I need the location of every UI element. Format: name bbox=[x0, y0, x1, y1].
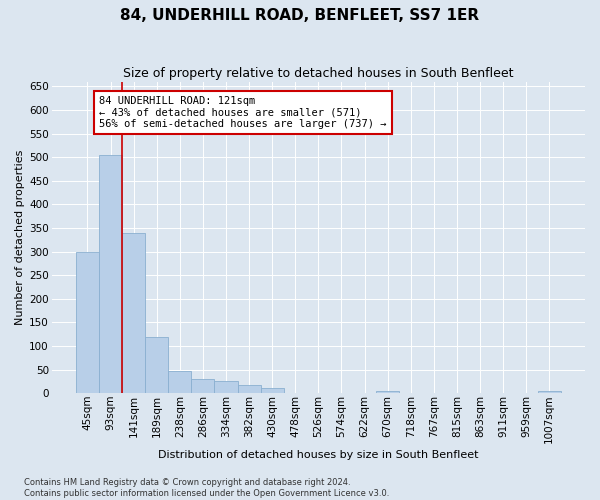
Bar bbox=[214, 382, 238, 393]
Text: 84 UNDERHILL ROAD: 121sqm
← 43% of detached houses are smaller (571)
56% of semi: 84 UNDERHILL ROAD: 121sqm ← 43% of detac… bbox=[99, 96, 386, 129]
X-axis label: Distribution of detached houses by size in South Benfleet: Distribution of detached houses by size … bbox=[158, 450, 479, 460]
Bar bbox=[76, 252, 99, 393]
Title: Size of property relative to detached houses in South Benfleet: Size of property relative to detached ho… bbox=[123, 68, 514, 80]
Text: 84, UNDERHILL ROAD, BENFLEET, SS7 1ER: 84, UNDERHILL ROAD, BENFLEET, SS7 1ER bbox=[121, 8, 479, 22]
Bar bbox=[168, 370, 191, 393]
Bar bbox=[538, 391, 561, 393]
Text: Contains HM Land Registry data © Crown copyright and database right 2024.
Contai: Contains HM Land Registry data © Crown c… bbox=[24, 478, 389, 498]
Bar bbox=[99, 155, 122, 393]
Bar bbox=[191, 379, 214, 393]
Bar bbox=[238, 384, 260, 393]
Bar bbox=[145, 336, 168, 393]
Bar bbox=[122, 232, 145, 393]
Bar bbox=[260, 388, 284, 393]
Bar bbox=[376, 391, 399, 393]
Y-axis label: Number of detached properties: Number of detached properties bbox=[15, 150, 25, 325]
